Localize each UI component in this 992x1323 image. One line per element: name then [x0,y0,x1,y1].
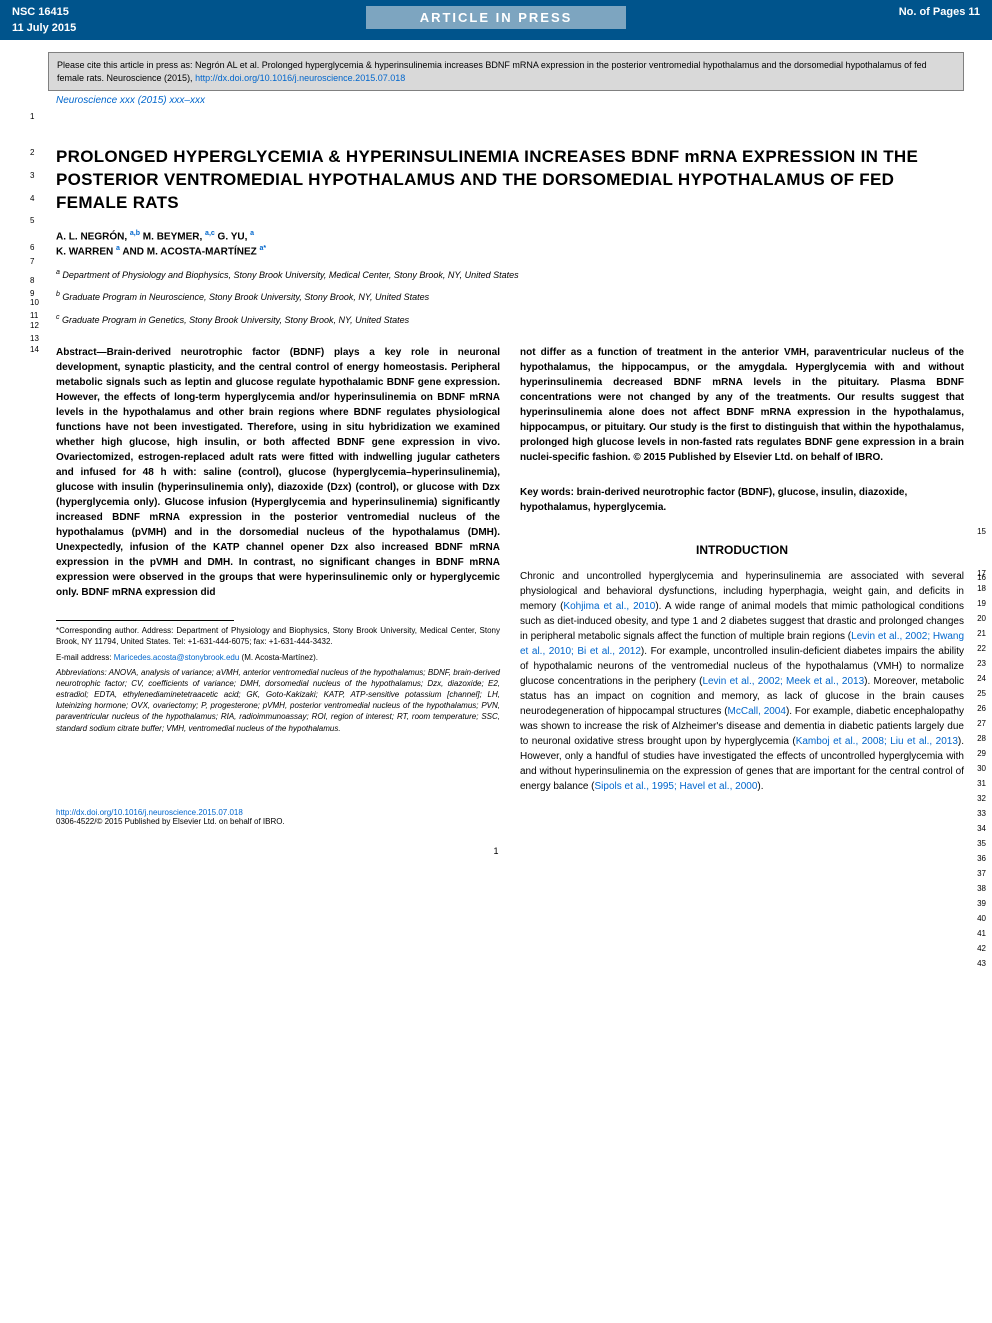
line-number: 32 [977,794,986,803]
line-number: 37 [977,869,986,878]
line-number: 31 [977,779,986,788]
line-number: 28 [977,734,986,743]
line-number: 24 [977,674,986,683]
copyright-line: 0306-4522/© 2015 Published by Elsevier L… [56,817,285,826]
line-number: 4 [30,194,34,203]
affiliation-c: c Graduate Program in Genetics, Stony Br… [56,313,964,328]
line-number: 3 [30,171,34,180]
line-number: 13 [30,334,39,343]
two-column-layout: 14 Abstract—Brain-derived neurotrophic f… [56,345,964,794]
line-number: 6 [30,243,34,252]
line-number: 1 [30,112,34,121]
line-number: 23 [977,659,986,668]
corresponding-author: *Corresponding author. Address: Departme… [56,625,500,647]
line-number: 25 [977,689,986,698]
line-number: 18 [977,584,986,593]
line-number: 35 [977,839,986,848]
email-footnote: E-mail address: Maricedes.acosta@stonybr… [56,652,500,663]
line-number: 42 [977,944,986,953]
line-number: 33 [977,809,986,818]
line-number: 40 [977,914,986,923]
line-number: 36 [977,854,986,863]
line-number: 21 [977,629,986,638]
line-number: 2 [30,148,34,157]
line-number: 34 [977,824,986,833]
citation-doi-link[interactable]: http://dx.doi.org/10.1016/j.neuroscience… [195,73,405,83]
line-number: 14 [30,345,39,354]
line-number: 17 [977,569,986,578]
line-number: 29 [977,749,986,758]
citation-text: Please cite this article in press as: Ne… [57,60,927,83]
line-number: 41 [977,929,986,938]
line-number: 20 [977,614,986,623]
citation-box: Please cite this article in press as: Ne… [48,52,964,91]
doi-link[interactable]: http://dx.doi.org/10.1016/j.neuroscience… [56,808,243,817]
line-number: 10 [30,298,39,307]
article-in-press-banner: ARTICLE IN PRESS [366,6,626,29]
line-number: 5 [30,216,34,225]
introduction-body: Chronic and uncontrolled hyperglycemia a… [520,569,964,794]
line-number: 19 [977,599,986,608]
header-date: 11 July 2015 [12,22,76,34]
left-column: 14 Abstract—Brain-derived neurotrophic f… [56,345,500,794]
line-number: 30 [977,764,986,773]
affiliation-b: b Graduate Program in Neuroscience, Ston… [56,290,964,305]
author-list: A. L. NEGRÓN, a,b M. BEYMER, a,c G. YU, … [56,229,964,260]
keywords: Key words: brain-derived neurotrophic fa… [520,485,964,515]
introduction-heading: INTRODUCTION [520,543,964,557]
line-number: 8 [30,276,34,285]
line-number: 27 [977,719,986,728]
right-column: not differ as a function of treatment in… [520,345,964,794]
line-number: 38 [977,884,986,893]
abstract-text: Abstract—Brain-derived neurotrophic fact… [56,345,500,600]
article-title: PROLONGED HYPERGLYCEMIA & HYPERINSULINEM… [56,146,964,215]
page-number: 1 [0,846,992,856]
line-number: 26 [977,704,986,713]
footnote-separator [56,620,234,621]
journal-reference: Neuroscience xxx (2015) xxx–xxx [56,95,964,106]
page-count: No. of Pages 11 [899,6,980,34]
line-number: 7 [30,257,34,266]
line-number: 15 [977,527,986,536]
line-number: 12 [30,321,39,330]
doi-block: http://dx.doi.org/10.1016/j.neuroscience… [56,808,964,826]
abbreviations: Abbreviations: ANOVA, analysis of varian… [56,667,500,734]
affiliation-a: a Department of Physiology and Biophysic… [56,268,964,283]
line-number: 22 [977,644,986,653]
line-number: 39 [977,899,986,908]
abstract-continuation: not differ as a function of treatment in… [520,345,964,465]
line-number: 43 [977,959,986,968]
manuscript-id: NSC 16415 [12,6,76,18]
author-email-link[interactable]: Maricedes.acosta@stonybrook.edu [114,653,240,662]
